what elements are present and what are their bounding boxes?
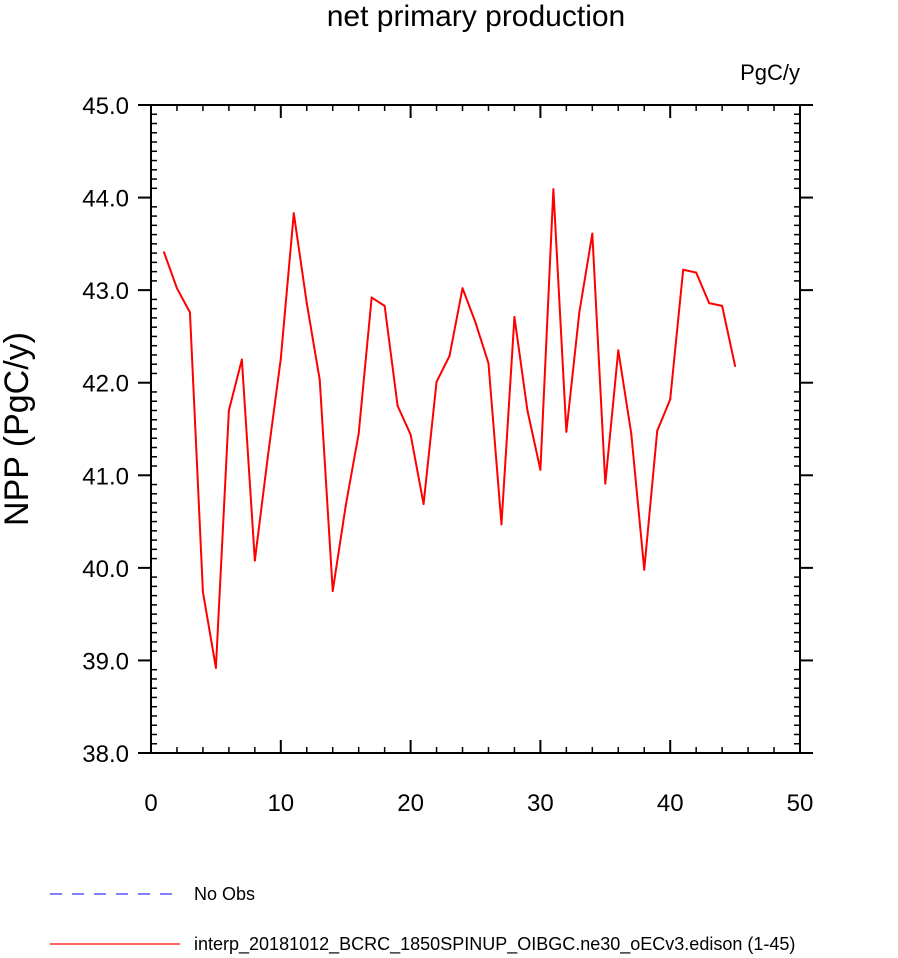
x-tick-label: 50 xyxy=(787,790,814,817)
data-point xyxy=(487,362,490,365)
data-point xyxy=(266,455,269,458)
data-point xyxy=(721,304,724,307)
data-point xyxy=(344,504,347,507)
data-point xyxy=(422,502,425,505)
series-layer xyxy=(162,188,737,669)
data-point xyxy=(578,311,581,314)
data-point xyxy=(708,302,711,305)
data-point xyxy=(370,296,373,299)
data-point xyxy=(565,430,568,433)
y-axis-label: NPP (PgC/y) xyxy=(0,332,36,526)
data-point xyxy=(435,380,438,383)
data-point xyxy=(253,559,256,562)
y-tick-label: 44.0 xyxy=(82,186,129,213)
legend-label-model-run: interp_20181012_BCRC_1850SPINUP_OIBGC.ne… xyxy=(194,934,795,955)
y-tick-label: 42.0 xyxy=(82,371,129,398)
data-point xyxy=(279,357,282,360)
data-point xyxy=(643,568,646,571)
x-tick-label: 30 xyxy=(527,790,554,817)
data-point xyxy=(474,321,477,324)
y-tick-label: 38.0 xyxy=(82,741,129,768)
y-tick-label: 39.0 xyxy=(82,648,129,675)
data-point xyxy=(214,666,217,669)
x-tick-label: 10 xyxy=(267,790,294,817)
y-tick-label: 43.0 xyxy=(82,278,129,305)
units-label: PgC/y xyxy=(740,60,800,85)
data-point xyxy=(526,409,529,412)
legend-label-no-obs: No Obs xyxy=(194,884,255,904)
data-point xyxy=(188,311,191,314)
y-tick-label: 40.0 xyxy=(82,556,129,583)
legend: No Obs interp_20181012_BCRC_1850SPINUP_O… xyxy=(50,884,795,955)
data-point xyxy=(513,315,516,318)
data-point xyxy=(448,354,451,357)
x-tick-label: 20 xyxy=(397,790,424,817)
data-point xyxy=(695,271,698,274)
data-point xyxy=(591,232,594,235)
data-point xyxy=(318,378,321,381)
series-line xyxy=(163,188,737,669)
plot-frame xyxy=(150,104,801,754)
data-point xyxy=(552,188,555,191)
y-tick-label: 41.0 xyxy=(82,463,129,490)
data-point xyxy=(409,433,412,436)
data-point xyxy=(630,432,633,435)
x-tick-label: 40 xyxy=(657,790,684,817)
y-tick-label: 45.0 xyxy=(82,93,129,120)
data-point xyxy=(734,365,737,368)
data-point xyxy=(656,429,659,432)
data-point xyxy=(669,398,672,401)
data-point xyxy=(292,212,295,215)
data-point xyxy=(539,468,542,471)
data-point xyxy=(201,590,204,593)
tick-labels: 0 10 20 30 40 50 38.0 39.0 40.0 41.0 42.0 43.0 44.0 4… xyxy=(82,93,813,817)
data-point xyxy=(162,251,165,254)
data-point xyxy=(305,302,308,305)
data-point xyxy=(682,268,685,271)
data-point xyxy=(331,590,334,592)
data-point xyxy=(500,523,503,526)
data-point xyxy=(396,404,399,407)
data-point xyxy=(357,432,360,435)
data-point xyxy=(227,409,230,412)
data-point xyxy=(383,304,386,307)
data-point xyxy=(240,358,243,361)
x-tick-label: 0 xyxy=(144,790,157,817)
axis-ticks xyxy=(138,104,813,754)
data-point xyxy=(617,349,620,352)
data-point xyxy=(461,287,464,290)
data-point xyxy=(175,287,178,290)
chart-title: net primary production xyxy=(327,0,625,33)
data-point xyxy=(604,482,607,485)
